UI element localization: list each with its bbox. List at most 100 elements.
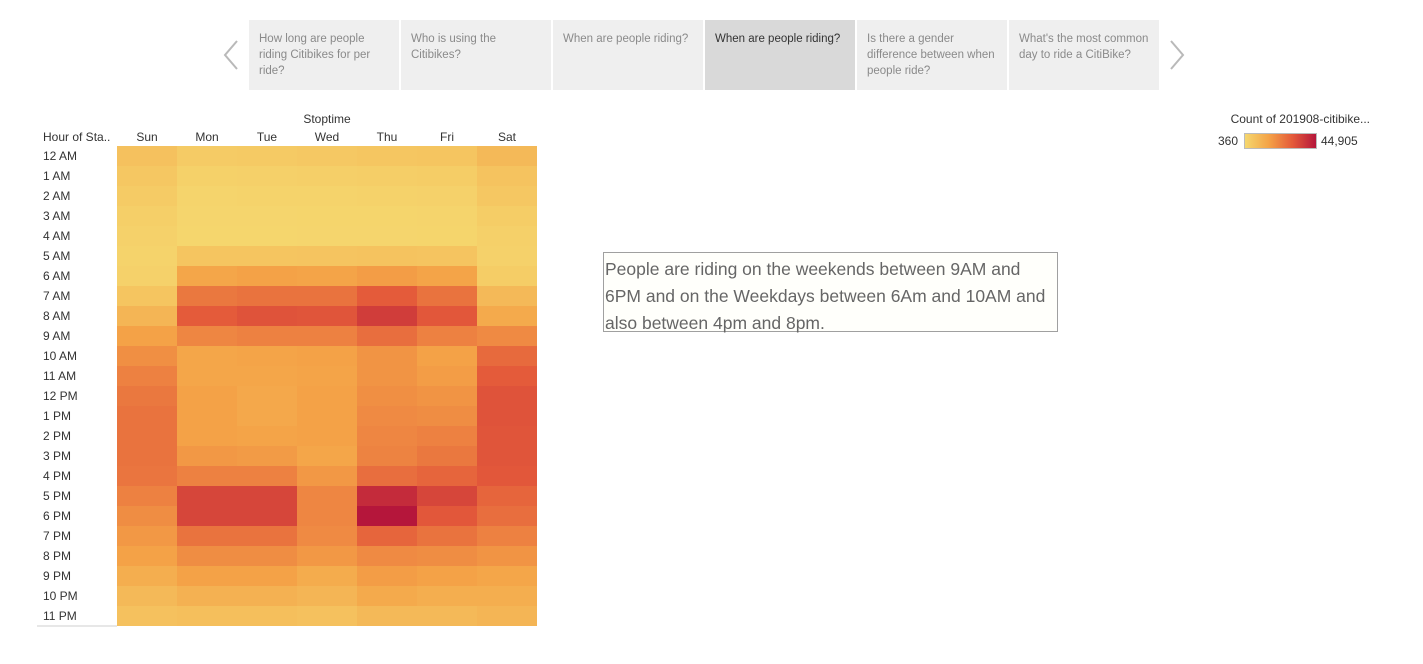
heatmap-cell[interactable] bbox=[297, 166, 357, 186]
heatmap-cell[interactable] bbox=[417, 606, 477, 626]
heatmap-cell[interactable] bbox=[117, 426, 177, 446]
heatmap-cell[interactable] bbox=[117, 546, 177, 566]
heatmap-cell[interactable] bbox=[297, 386, 357, 406]
heatmap-cell[interactable] bbox=[237, 606, 297, 626]
heatmap-cell[interactable] bbox=[177, 366, 237, 386]
heatmap-cell[interactable] bbox=[237, 586, 297, 606]
heatmap-cell[interactable] bbox=[417, 546, 477, 566]
heatmap-cell[interactable] bbox=[417, 446, 477, 466]
heatmap-cell[interactable] bbox=[477, 486, 537, 506]
heatmap-cell[interactable] bbox=[237, 446, 297, 466]
heatmap-cell[interactable] bbox=[357, 226, 417, 246]
heatmap-cell[interactable] bbox=[297, 226, 357, 246]
heatmap-cell[interactable] bbox=[357, 386, 417, 406]
heatmap-cell[interactable] bbox=[177, 166, 237, 186]
story-point-duration[interactable]: How long are people riding Citibikes for… bbox=[249, 20, 399, 90]
heatmap-cell[interactable] bbox=[117, 406, 177, 426]
heatmap-cell[interactable] bbox=[177, 446, 237, 466]
next-story-point-button[interactable] bbox=[1164, 20, 1190, 90]
heatmap-cell[interactable] bbox=[177, 426, 237, 446]
heatmap-cell[interactable] bbox=[237, 486, 297, 506]
heatmap-cell[interactable] bbox=[297, 486, 357, 506]
heatmap-cell[interactable] bbox=[177, 306, 237, 326]
heatmap-cell[interactable] bbox=[357, 506, 417, 526]
heatmap-cell[interactable] bbox=[117, 526, 177, 546]
heatmap-cell[interactable] bbox=[237, 226, 297, 246]
heatmap-cell[interactable] bbox=[417, 166, 477, 186]
heatmap-cell[interactable] bbox=[237, 306, 297, 326]
heatmap-cell[interactable] bbox=[357, 526, 417, 546]
previous-story-point-button[interactable] bbox=[218, 20, 244, 90]
heatmap-cell[interactable] bbox=[177, 226, 237, 246]
heatmap-cell[interactable] bbox=[477, 166, 537, 186]
heatmap-cell[interactable] bbox=[237, 406, 297, 426]
heatmap-cell[interactable] bbox=[477, 506, 537, 526]
heatmap-cell[interactable] bbox=[237, 566, 297, 586]
heatmap-cell[interactable] bbox=[117, 466, 177, 486]
story-point-common-day[interactable]: What's the most common day to ride a Cit… bbox=[1009, 20, 1159, 90]
heatmap-cell[interactable] bbox=[237, 546, 297, 566]
heatmap-cell[interactable] bbox=[117, 446, 177, 466]
heatmap-cell[interactable] bbox=[117, 566, 177, 586]
heatmap-cell[interactable] bbox=[237, 386, 297, 406]
heatmap-cell[interactable] bbox=[117, 366, 177, 386]
heatmap-cell[interactable] bbox=[477, 346, 537, 366]
heatmap-cell[interactable] bbox=[357, 566, 417, 586]
heatmap-cell[interactable] bbox=[297, 206, 357, 226]
heatmap-cell[interactable] bbox=[357, 546, 417, 566]
heatmap-cell[interactable] bbox=[117, 206, 177, 226]
heatmap-cell[interactable] bbox=[117, 246, 177, 266]
heatmap-cell[interactable] bbox=[297, 266, 357, 286]
heatmap-cell[interactable] bbox=[117, 186, 177, 206]
heatmap-cell[interactable] bbox=[237, 286, 297, 306]
heatmap-cell[interactable] bbox=[117, 506, 177, 526]
heatmap-cell[interactable] bbox=[237, 526, 297, 546]
heatmap-cell[interactable] bbox=[477, 586, 537, 606]
heatmap-cell[interactable] bbox=[477, 426, 537, 446]
heatmap-cell[interactable] bbox=[297, 546, 357, 566]
heatmap-cell[interactable] bbox=[237, 166, 297, 186]
heatmap-cell[interactable] bbox=[357, 406, 417, 426]
heatmap-cell[interactable] bbox=[357, 186, 417, 206]
heatmap-cell[interactable] bbox=[357, 366, 417, 386]
heatmap-cell[interactable] bbox=[117, 386, 177, 406]
heatmap-cell[interactable] bbox=[297, 326, 357, 346]
heatmap-cell[interactable] bbox=[477, 286, 537, 306]
heatmap-cell[interactable] bbox=[117, 146, 177, 166]
heatmap-cell[interactable] bbox=[297, 306, 357, 326]
heatmap-cell[interactable] bbox=[357, 306, 417, 326]
heatmap-cell[interactable] bbox=[237, 206, 297, 226]
heatmap-cell[interactable] bbox=[357, 286, 417, 306]
heatmap-cell[interactable] bbox=[237, 186, 297, 206]
story-point-gender[interactable]: Is there a gender difference between whe… bbox=[857, 20, 1007, 90]
heatmap-cell[interactable] bbox=[177, 406, 237, 426]
heatmap-cell[interactable] bbox=[297, 466, 357, 486]
heatmap-cell[interactable] bbox=[477, 326, 537, 346]
heatmap-cell[interactable] bbox=[297, 246, 357, 266]
heatmap-cell[interactable] bbox=[117, 606, 177, 626]
heatmap-cell[interactable] bbox=[357, 246, 417, 266]
heatmap-cell[interactable] bbox=[177, 146, 237, 166]
heatmap-cell[interactable] bbox=[297, 586, 357, 606]
heatmap-cell[interactable] bbox=[297, 526, 357, 546]
heatmap-cell[interactable] bbox=[237, 366, 297, 386]
heatmap-cell[interactable] bbox=[357, 346, 417, 366]
heatmap-cell[interactable] bbox=[477, 446, 537, 466]
heatmap-cell[interactable] bbox=[357, 446, 417, 466]
heatmap-cell[interactable] bbox=[177, 526, 237, 546]
heatmap-cell[interactable] bbox=[417, 286, 477, 306]
heatmap-cell[interactable] bbox=[177, 326, 237, 346]
heatmap-cell[interactable] bbox=[297, 606, 357, 626]
heatmap-cell[interactable] bbox=[417, 466, 477, 486]
heatmap-cell[interactable] bbox=[177, 506, 237, 526]
heatmap-cell[interactable] bbox=[477, 386, 537, 406]
heatmap-cell[interactable] bbox=[357, 266, 417, 286]
heatmap-cell[interactable] bbox=[177, 346, 237, 366]
heatmap-cell[interactable] bbox=[477, 206, 537, 226]
heatmap-cell[interactable] bbox=[297, 146, 357, 166]
heatmap-cell[interactable] bbox=[357, 166, 417, 186]
heatmap-cell[interactable] bbox=[177, 566, 237, 586]
heatmap-cell[interactable] bbox=[417, 486, 477, 506]
heatmap-cell[interactable] bbox=[477, 186, 537, 206]
heatmap-cell[interactable] bbox=[477, 606, 537, 626]
